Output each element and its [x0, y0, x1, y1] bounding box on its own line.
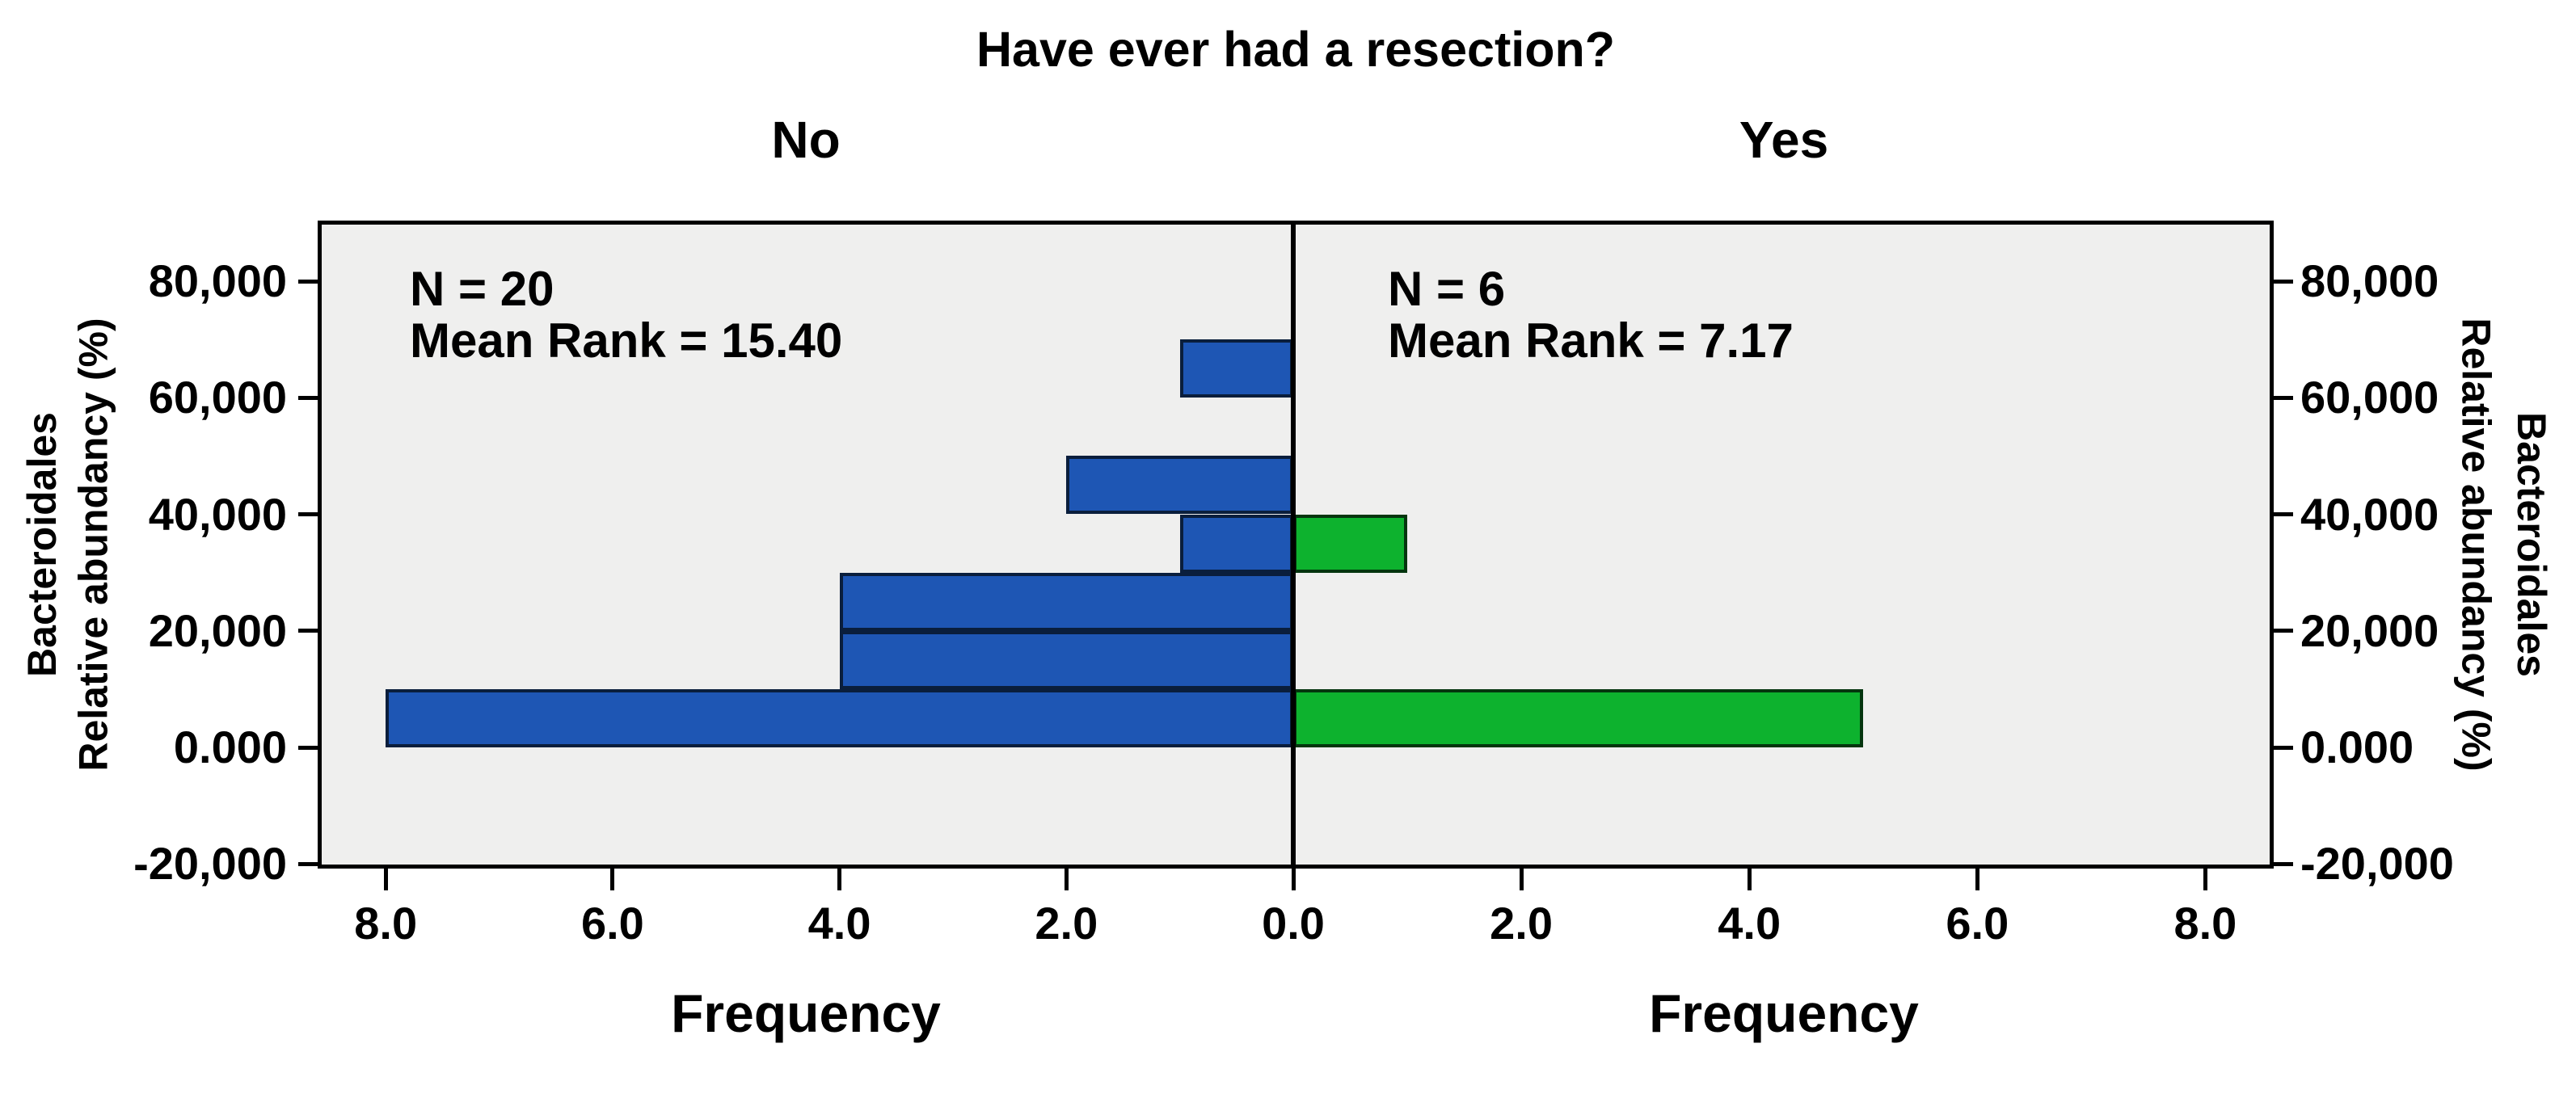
x-axis-title-left: Frequency — [671, 983, 941, 1043]
y-axis-title-left-inner: Relative abundancy (%) — [70, 221, 118, 869]
chart-title: Have ever had a resection? — [976, 22, 1615, 77]
x-tick-label: 0.0 — [1262, 898, 1325, 949]
x-tick-mark — [837, 869, 842, 890]
y-tick-label-right: 40,000 — [2300, 488, 2439, 540]
histogram-bar-no — [839, 630, 1293, 689]
y-axis-title-right-inner: Relative abundancy (%) — [2452, 221, 2501, 869]
y-tick-mark-left — [298, 279, 318, 284]
x-tick-label: 8.0 — [2173, 898, 2237, 949]
panel-header-yes: Yes — [1739, 111, 1829, 169]
y-tick-label-right: 20,000 — [2300, 604, 2439, 656]
yes-panel-mean-rank-label: Mean Rank = 7.17 — [1388, 313, 1794, 368]
x-tick-mark — [2203, 869, 2207, 890]
no-panel-annotation: N = 20 Mean Rank = 15.40 — [410, 263, 842, 367]
x-tick-mark — [610, 869, 615, 890]
histogram-bar-no — [839, 572, 1293, 631]
panel-header-no: No — [771, 111, 841, 169]
y-tick-label-right: -20,000 — [2300, 838, 2454, 890]
y-tick-mark-left — [298, 629, 318, 633]
x-tick-mark — [1291, 869, 1296, 890]
x-tick-mark — [1747, 869, 1752, 890]
x-tick-label: 4.0 — [1718, 898, 1781, 949]
x-tick-mark — [1519, 869, 1524, 890]
x-tick-mark — [1975, 869, 1979, 890]
x-tick-mark — [383, 869, 388, 890]
histogram-bar-no — [386, 688, 1293, 747]
no-panel-n-label: N = 20 — [410, 262, 554, 316]
y-tick-label-left: 60,000 — [148, 372, 287, 423]
y-tick-label-right: 60,000 — [2300, 372, 2439, 423]
y-tick-label-right: 80,000 — [2300, 255, 2439, 306]
yes-panel-n-label: N = 6 — [1388, 262, 1506, 316]
histogram-bar-yes — [1293, 514, 1407, 573]
x-tick-label: 4.0 — [807, 898, 871, 949]
y-tick-label-left: 80,000 — [148, 255, 287, 306]
histogram-bar-no — [1066, 456, 1293, 515]
x-axis-title-right: Frequency — [1649, 983, 1919, 1043]
y-axis-title-left-outer-text: Bacteroidales — [19, 412, 65, 677]
x-tick-mark — [1064, 869, 1069, 890]
histogram-bar-yes — [1293, 688, 1864, 747]
center-divider-line — [1291, 221, 1296, 869]
x-tick-label: 2.0 — [1490, 898, 1554, 949]
histogram-bar-no — [1179, 514, 1293, 573]
y-tick-mark-right — [2274, 629, 2293, 633]
y-tick-mark-left — [298, 861, 318, 866]
y-tick-mark-left — [298, 395, 318, 400]
y-tick-label-left: 0.000 — [173, 722, 287, 772]
y-tick-mark-left — [298, 745, 318, 750]
y-tick-label-right: 0.000 — [2300, 722, 2414, 772]
x-tick-label: 6.0 — [1946, 898, 2009, 949]
y-tick-mark-right — [2274, 395, 2293, 400]
y-tick-mark-right — [2274, 861, 2293, 866]
y-axis-title-left-outer: Bacteroidales — [18, 221, 66, 869]
y-axis-title-right-outer: Bacteroidales — [2507, 221, 2556, 869]
y-tick-label-left: 20,000 — [148, 604, 287, 656]
x-tick-label: 2.0 — [1035, 898, 1098, 949]
y-tick-mark-right — [2274, 512, 2293, 516]
y-tick-label-left: 40,000 — [148, 488, 287, 540]
no-panel-mean-rank-label: Mean Rank = 15.40 — [410, 313, 843, 368]
x-tick-label: 8.0 — [354, 898, 418, 949]
histogram-bar-no — [1179, 339, 1293, 398]
y-tick-mark-left — [298, 512, 318, 516]
x-tick-label: 6.0 — [580, 898, 644, 949]
y-tick-mark-right — [2274, 745, 2293, 750]
y-tick-mark-right — [2274, 279, 2293, 284]
yes-panel-annotation: N = 6 Mean Rank = 7.17 — [1388, 263, 1794, 367]
y-tick-label-left: -20,000 — [133, 838, 287, 890]
